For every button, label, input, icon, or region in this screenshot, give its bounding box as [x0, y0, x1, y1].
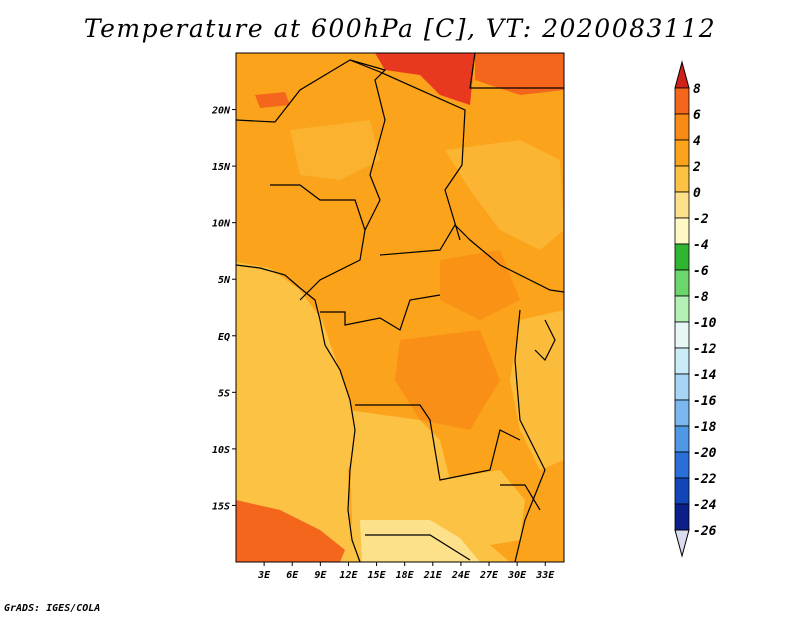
colorbar-label: -4 — [693, 238, 709, 253]
colorbar-segment — [674, 139, 690, 167]
colorbar-label: -12 — [693, 342, 717, 357]
colorbar: 8 6 4 2 0 -2 -4 -6 -8 -10 -12 -14 -16 -18 -20 -22 -24 -26 — [674, 60, 717, 558]
lat-label: 20N — [211, 106, 231, 117]
colorbar-top-tip — [674, 60, 690, 89]
lon-label: 9E — [314, 570, 327, 581]
latitude-ticks: 20N 15N 10N 5N EQ 5S 10S 15S — [211, 106, 236, 512]
colorbar-segment — [674, 321, 690, 349]
colorbar-segment — [674, 191, 690, 219]
lat-label: 10S — [212, 445, 230, 456]
colorbar-segment — [674, 451, 690, 479]
colorbar-segment — [674, 113, 690, 141]
longitude-ticks: 3E 6E 9E 12E 15E 18E 21E 24E 27E 30E 33E — [257, 562, 555, 581]
colorbar-label: 6 — [693, 108, 701, 123]
country-borders — [236, 53, 564, 562]
colorbar-segment — [674, 295, 690, 323]
lat-label: 5N — [218, 275, 231, 286]
colorbar-segment — [674, 373, 690, 401]
lon-label: 12E — [339, 570, 358, 581]
colorbar-label: -26 — [693, 524, 717, 539]
colorbar-label: -8 — [693, 290, 709, 305]
colorbar-label: -14 — [693, 368, 717, 383]
colorbar-segment — [674, 165, 690, 193]
grads-credit: GrADS: IGES/COLA — [4, 603, 101, 614]
temperature-field — [236, 53, 564, 562]
lon-label: 33E — [535, 570, 555, 581]
colorbar-bottom-tip — [674, 529, 690, 558]
colorbar-label: -2 — [693, 212, 709, 227]
colorbar-label: -20 — [693, 446, 717, 461]
lat-label: 10N — [212, 219, 231, 230]
lat-label: 5S — [218, 388, 230, 399]
colorbar-label: -10 — [693, 316, 717, 331]
colorbar-segment — [674, 87, 690, 115]
lon-label: 6E — [286, 570, 299, 581]
colorbar-segment — [674, 477, 690, 505]
colorbar-label: -24 — [693, 498, 717, 513]
colorbar-segment — [674, 399, 690, 427]
colorbar-label: 8 — [693, 82, 701, 97]
colorbar-segment — [674, 243, 690, 271]
map-frame — [235, 52, 565, 563]
colorbar-label: 2 — [692, 160, 701, 175]
colorbar-label: 4 — [693, 134, 701, 149]
lat-label: 15S — [212, 501, 230, 512]
lon-label: 15E — [368, 570, 387, 581]
lon-label: 27E — [479, 570, 499, 581]
lat-label: EQ — [218, 332, 230, 343]
lon-label: 18E — [396, 570, 415, 581]
colorbar-segment — [674, 217, 690, 245]
lon-label: 3E — [257, 570, 271, 581]
colorbar-label: -16 — [693, 394, 717, 409]
colorbar-label: 0 — [693, 186, 701, 201]
colorbar-segment — [674, 269, 690, 297]
colorbar-label: -18 — [693, 420, 717, 435]
lat-label: 15N — [212, 162, 231, 173]
map-title: Temperature at 600hPa [C], VT: 202008311… — [83, 14, 717, 43]
colorbar-segment — [674, 503, 690, 531]
colorbar-segment — [674, 425, 690, 453]
lon-label: 21E — [423, 570, 443, 581]
lon-label: 30E — [507, 570, 527, 581]
lon-label: 24E — [451, 570, 471, 581]
colorbar-label: -6 — [693, 264, 709, 279]
colorbar-segment — [674, 347, 690, 375]
colorbar-label: -22 — [693, 472, 717, 487]
